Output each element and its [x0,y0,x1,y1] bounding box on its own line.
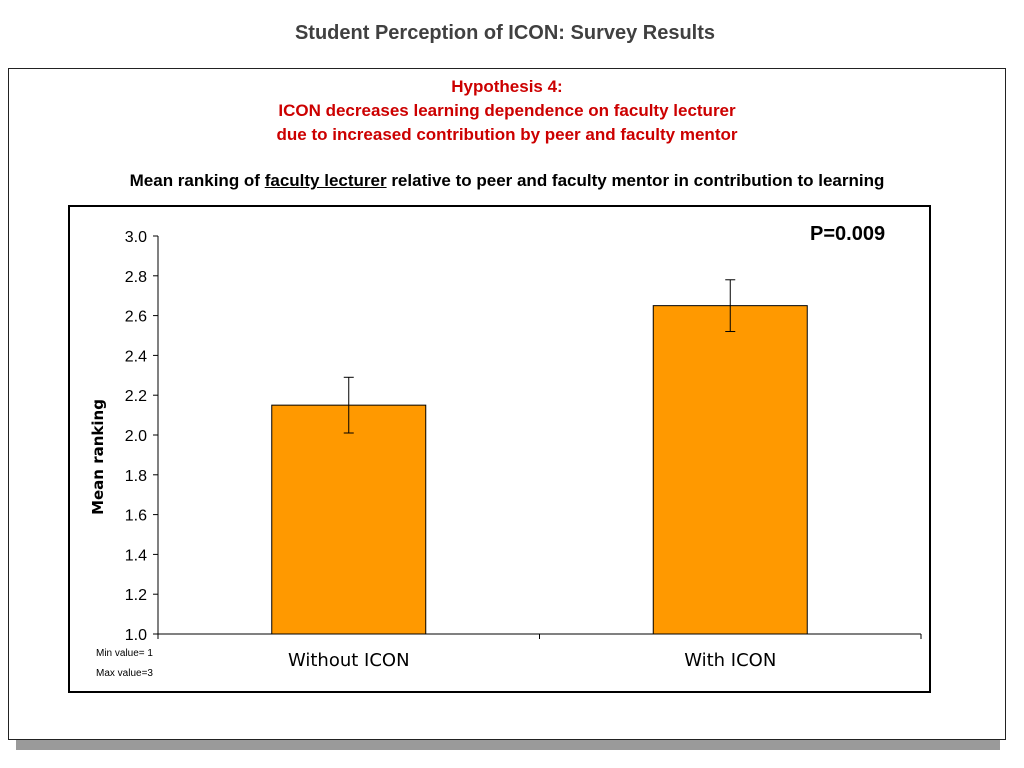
y-tick-label: 1.2 [125,587,147,604]
y-tick-label: 1.6 [125,508,147,525]
bar [271,404,427,635]
bar-chart: 1.0 1.2 1.4 1.6 1.8 2.0 2.2 2.4 2.6 2.8 3.0 Without… [89,229,922,671]
y-tick-label: 2.8 [125,269,147,286]
y-tick-label: 2.0 [125,428,147,445]
hypothesis-block: Hypothesis 4: ICON decreases learning de… [9,75,1005,147]
y-tick-label: 2.2 [125,388,147,405]
y-tick-label: 1.8 [125,468,147,485]
bar [652,305,808,635]
y-tick-label: 1.0 [125,627,147,644]
y-tick-label: 2.6 [125,309,147,326]
max-value-note: Max value=3 [96,668,153,679]
chart-area: 1.0 1.2 1.4 1.6 1.8 2.0 2.2 2.4 2.6 2.8 3.0 Without… [68,205,931,693]
y-axis-title: Mean ranking [89,399,107,515]
subtitle-before: Mean ranking of [129,171,265,190]
content-panel: Hypothesis 4: ICON decreases learning de… [8,68,1006,740]
subtitle-after: relative to peer and faculty mentor in c… [386,171,885,190]
y-tick-label: 1.4 [125,547,147,564]
subtitle-underlined: faculty lecturer [264,171,387,190]
hypothesis-line-1: ICON decreases learning dependence on fa… [278,101,736,120]
p-value-annotation: P=0.009 [810,223,886,245]
y-tick-label: 3.0 [125,229,147,246]
x-category-label: With ICON [684,650,776,671]
slide-title: Student Perception of ICON: Survey Resul… [294,22,716,44]
chart-subtitle: Mean ranking of faculty lecturer relativ… [9,171,1005,191]
min-value-note: Min value= 1 [96,648,153,659]
hypothesis-line-2: due to increased contribution by peer an… [276,125,738,144]
x-category-label: Without ICON [288,650,410,671]
hypothesis-heading: Hypothesis 4: [451,77,563,96]
y-tick-label: 2.4 [125,348,147,365]
